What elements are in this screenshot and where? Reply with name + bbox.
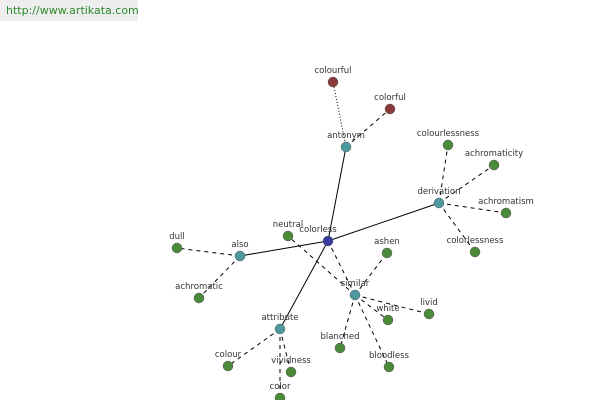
node-label: bloodless — [369, 351, 410, 361]
edge — [287, 235, 356, 296]
node-label: achromaticity — [465, 149, 523, 159]
node-label: colourlessness — [417, 129, 480, 139]
edge — [438, 202, 476, 253]
edge — [339, 294, 356, 349]
node — [322, 235, 334, 247]
node — [282, 230, 294, 242]
node-label: neutral — [273, 220, 303, 230]
edge — [279, 240, 329, 330]
node-label: achromatic — [175, 282, 223, 292]
site-url[interactable]: http://www.artikata.com — [0, 0, 139, 21]
edge — [327, 146, 347, 242]
node-label: colour — [215, 350, 242, 360]
edge — [438, 144, 449, 204]
edge — [327, 240, 356, 296]
node-label: attribute — [261, 313, 298, 323]
edge — [354, 252, 388, 296]
edge — [227, 328, 281, 367]
node — [340, 141, 352, 153]
node — [171, 242, 183, 254]
edge — [176, 247, 241, 257]
node — [285, 366, 297, 378]
edge — [239, 240, 329, 257]
node-label: colorful — [374, 93, 406, 103]
node — [274, 392, 286, 400]
node — [382, 314, 394, 326]
node — [381, 247, 393, 259]
node — [469, 246, 481, 258]
node-label: also — [231, 240, 248, 250]
node — [500, 207, 512, 219]
edge — [438, 202, 507, 214]
node — [383, 361, 395, 373]
node-label: blanched — [320, 332, 359, 342]
edge — [332, 81, 347, 148]
edge — [354, 294, 390, 368]
node — [433, 197, 445, 209]
node-label: vividness — [271, 356, 311, 366]
node — [234, 250, 246, 262]
node-label: achromatism — [478, 197, 534, 207]
node-label: color — [270, 382, 291, 392]
node-label: white — [376, 304, 399, 314]
node — [423, 308, 435, 320]
node-label: antonym — [327, 131, 365, 141]
node-label: colourful — [314, 66, 351, 76]
node — [442, 139, 454, 151]
node-label: colorless — [299, 225, 337, 235]
node-label: colorlessness — [447, 236, 504, 246]
node-label: dull — [169, 232, 185, 242]
edge — [198, 255, 241, 299]
node — [327, 76, 339, 88]
node — [334, 342, 346, 354]
edge — [354, 294, 389, 321]
node — [488, 159, 500, 171]
node-label: derivation — [417, 187, 460, 197]
edge — [345, 108, 391, 148]
edge — [327, 202, 440, 242]
node — [222, 360, 234, 372]
node — [349, 289, 361, 301]
node — [274, 323, 286, 335]
node-label: ashen — [374, 237, 400, 247]
node-label: livid — [420, 298, 438, 308]
edge — [438, 164, 495, 204]
node — [193, 292, 205, 304]
node — [384, 103, 396, 115]
node-label: similar — [341, 279, 370, 289]
